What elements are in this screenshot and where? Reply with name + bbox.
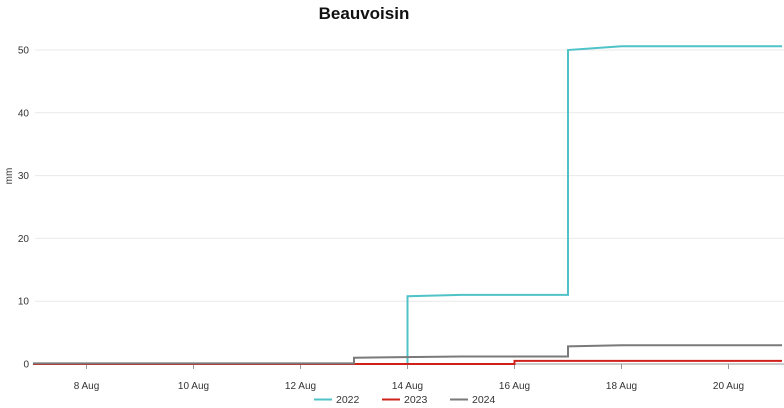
series-line-2024 [33, 344, 782, 365]
x-tick-label-2024-08-18: 18 Aug [606, 381, 637, 392]
series-lines [33, 45, 782, 365]
grid-lines [35, 49, 784, 302]
y-axis-label: mm [4, 168, 15, 185]
chart-title: Beauvoisin [319, 4, 410, 23]
x-tick-label-2024-08-08: 8 Aug [74, 381, 100, 392]
x-tick-label-2024-08-16: 16 Aug [499, 381, 530, 392]
legend-label-2024: 2024 [472, 394, 496, 406]
x-tick-label-2024-08-12: 12 Aug [285, 381, 316, 392]
x-tick-label-2024-08-10: 10 Aug [178, 381, 209, 392]
x-axis-ticks: 8 Aug 10 Aug 12 Aug 14 Aug 16 Aug 18 Aug 20 Au… [35, 363, 784, 392]
legend-label-2023: 2023 [404, 394, 428, 406]
legend: 2022 2023 2024 [314, 394, 496, 406]
legend-label-2022: 2022 [336, 394, 360, 406]
y-axis-ticks: 0 10 20 30 40 50 [18, 46, 30, 371]
y-tick-label-10: 10 [18, 297, 30, 308]
y-tick-label-50: 50 [18, 46, 30, 57]
series-line-2022 [33, 45, 782, 365]
y-tick-label-0: 0 [23, 360, 29, 371]
x-tick-label-2024-08-20: 20 Aug [713, 381, 744, 392]
y-tick-label-30: 30 [18, 171, 30, 182]
y-tick-label-20: 20 [18, 234, 30, 245]
x-tick-label-2024-08-14: 14 Aug [392, 381, 423, 392]
y-tick-label-40: 40 [18, 108, 30, 119]
